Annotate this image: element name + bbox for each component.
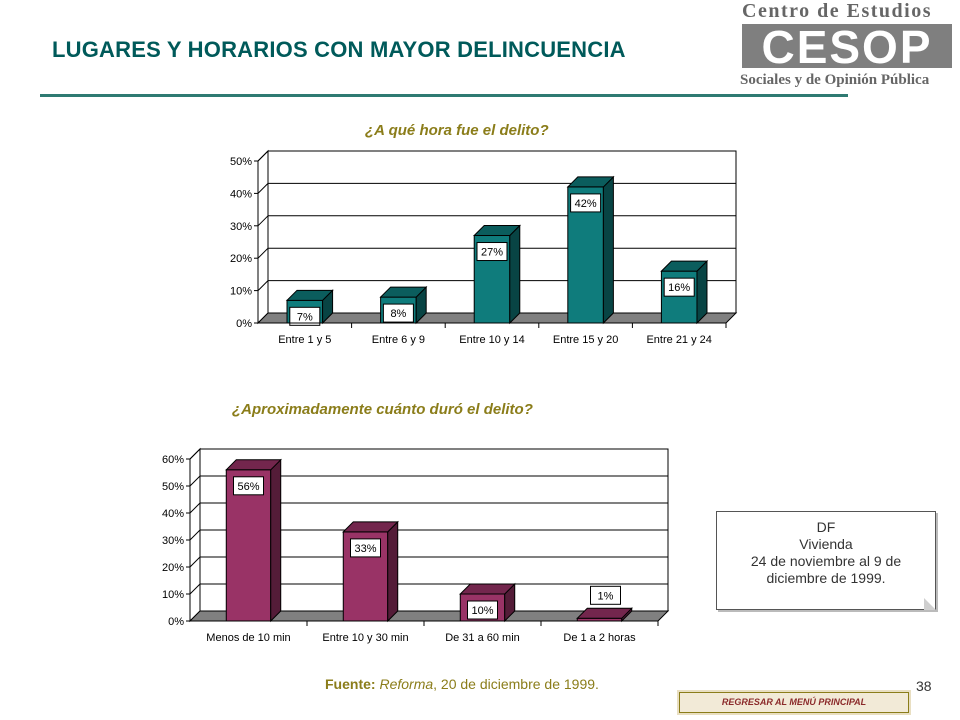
- data-label-box: [467, 600, 498, 620]
- gridline-side: [189, 583, 201, 595]
- bar-top-4: [576, 607, 633, 619]
- logo-bottom-text: Sociales y de Opinión Pública: [740, 72, 930, 88]
- data-label: 1%: [598, 590, 614, 602]
- chart1-hour-of-crime: 0% 10% 20% 30% 40% 50% 7% Entre 1 y 5 8% Entre 6 …: [230, 149, 738, 346]
- source-label: Fuente:: [325, 676, 376, 692]
- bar-top-3: [473, 225, 521, 237]
- cesop-logo: Centro de Estudios CESOP Sociales y de O…: [738, 0, 960, 100]
- data-label-box: [663, 277, 695, 297]
- chart1-title: ¿A qué hora fue el delito?: [365, 122, 549, 139]
- gridline-side: [189, 556, 201, 568]
- bar-top-2: [379, 286, 428, 298]
- bar-top-5: [660, 260, 709, 272]
- page-number: 38: [916, 678, 932, 694]
- note-line-date-end: diciembre de 1999.: [766, 570, 886, 586]
- logo-mark: CESOP: [742, 21, 952, 73]
- note-line-date-start: 24 de noviembre al 9 de: [750, 553, 902, 569]
- x-tick-label: Entre 15 y 20: [553, 334, 618, 346]
- bar-side-2: [387, 520, 399, 623]
- data-label-box: [233, 476, 264, 496]
- data-label-box: [382, 303, 414, 323]
- gridline-side: [189, 529, 201, 541]
- bar-top-2: [342, 521, 399, 533]
- y-tick-label: 30%: [162, 535, 184, 547]
- data-label-box: [289, 306, 321, 326]
- chart2-duration-of-crime: 0% 10% 20% 30% 40% 50% 60% 56% Menos de 10 min 33…: [162, 447, 670, 644]
- x-tick-label: Entre 10 y 30 min: [322, 632, 408, 644]
- source-publication: Reforma: [379, 676, 434, 692]
- data-label: 16%: [668, 282, 690, 294]
- data-label: 33%: [354, 543, 376, 555]
- data-label: 8%: [390, 308, 406, 320]
- note-line-location: DF: [816, 519, 836, 535]
- y-tick-label: 60%: [162, 454, 184, 466]
- data-label: 27%: [481, 247, 503, 259]
- gridline-side: [257, 280, 269, 291]
- y-tick-label: 20%: [230, 253, 252, 265]
- bar-top-3: [459, 583, 516, 595]
- y-tick-label: 50%: [162, 481, 184, 493]
- gridline-side: [257, 247, 269, 259]
- y-tick-label: 20%: [162, 562, 184, 574]
- x-tick-label: De 31 a 60 min: [445, 632, 520, 644]
- data-label-box: [476, 242, 508, 262]
- x-tick-label: Entre 1 y 5: [278, 334, 331, 346]
- data-label-box: [350, 538, 381, 558]
- bar-side-4: [602, 175, 614, 325]
- plot-side-wall: [257, 149, 269, 325]
- y-tick-label: 10%: [230, 286, 252, 298]
- data-label: 10%: [471, 605, 493, 617]
- y-tick-label: 10%: [162, 589, 184, 601]
- data-label: 42%: [575, 198, 597, 210]
- y-tick-label: 50%: [230, 156, 252, 168]
- bar-top-1: [285, 289, 334, 301]
- gridline-side: [257, 183, 269, 194]
- page-title: LUGARES Y HORARIOS CON MAYOR DELINCUENCI…: [52, 37, 626, 62]
- back-to-main-menu-button[interactable]: REGRESAR AL MENÚ PRINCIPAL: [679, 692, 909, 713]
- data-label: 7%: [297, 311, 313, 323]
- context-note: DF Vivienda 24 de noviembre al 9 de dici…: [716, 511, 936, 610]
- x-tick-label: Menos de 10 min: [206, 632, 290, 644]
- gridline-side: [257, 150, 269, 162]
- note-folded-corner: [924, 598, 936, 610]
- gridline-side: [257, 215, 269, 227]
- x-tick-label: De 1 a 2 horas: [563, 632, 636, 644]
- data-label-box: [570, 193, 602, 213]
- source-date: , 20 de diciembre de 1999.: [433, 676, 599, 692]
- data-label: 56%: [237, 481, 259, 493]
- y-tick-label: 40%: [162, 508, 184, 520]
- x-tick-label: Entre 21 y 24: [646, 334, 711, 346]
- y-tick-label: 30%: [230, 221, 252, 233]
- chart2-title: ¿Aproximadamente cuánto duró el delito?: [232, 401, 533, 418]
- logo-top-text: Centro de Estudios: [742, 0, 932, 22]
- gridline-side: [189, 475, 201, 487]
- data-label-box: [590, 585, 621, 605]
- title-divider: [40, 94, 848, 97]
- logo-mark-text: CESOP: [761, 21, 932, 73]
- bar-side-3: [509, 224, 521, 325]
- y-tick-label: 0%: [168, 616, 184, 628]
- gridline-side: [189, 448, 201, 460]
- note-line-setting: Vivienda: [799, 536, 853, 552]
- bar-top-1: [225, 459, 282, 471]
- y-tick-label: 40%: [230, 188, 252, 200]
- bar-top-4: [566, 176, 615, 188]
- gridline-side: [189, 502, 201, 514]
- bar-side-1: [270, 458, 282, 623]
- bar-side-5: [696, 259, 708, 325]
- x-tick-label: Entre 10 y 14: [459, 334, 524, 346]
- y-tick-label: 0%: [236, 318, 252, 330]
- x-tick-label: Entre 6 y 9: [372, 334, 425, 346]
- source-citation: Fuente: Reforma, 20 de diciembre de 1999…: [325, 676, 599, 692]
